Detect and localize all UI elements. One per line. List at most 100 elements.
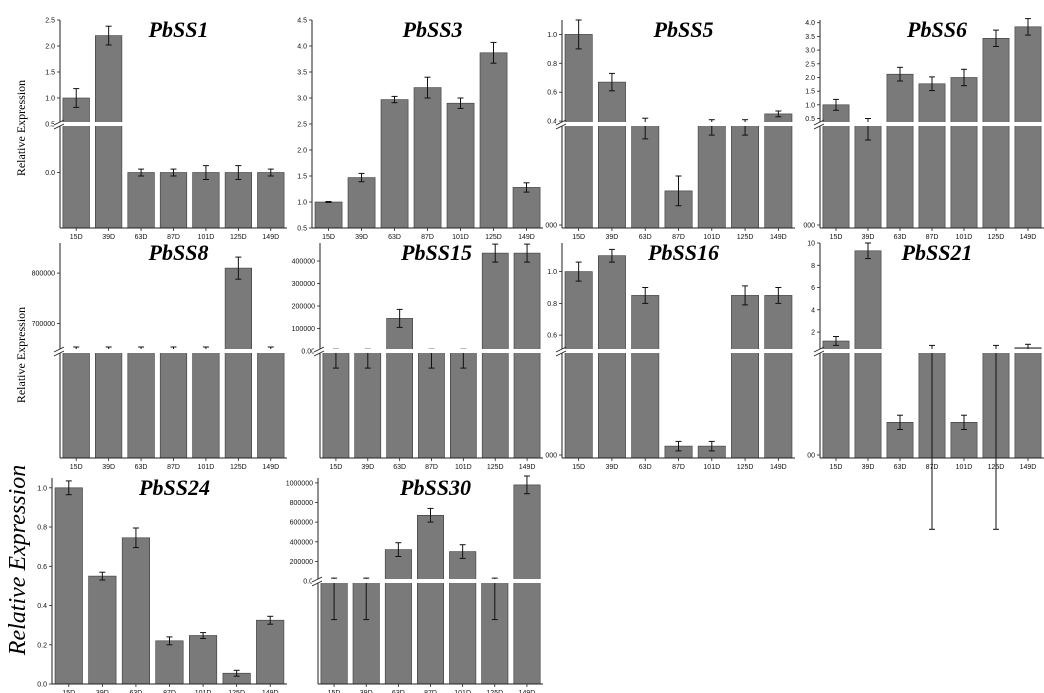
x-tick-label: 87D xyxy=(167,234,180,241)
y-tick-label: 000 xyxy=(545,223,557,230)
x-tick-label: 15D xyxy=(572,234,585,241)
chart-title: PbSS3 xyxy=(402,17,463,42)
chart-panel-pbss15: 15D 39D 63D 87D 101D 125D 149D 100000 200000 3000… xyxy=(292,240,545,471)
x-tick-label: 101D xyxy=(455,464,472,471)
y-tick-label: 0.6 xyxy=(547,333,557,340)
bar-15D xyxy=(564,34,593,229)
x-tick-label: 125D xyxy=(228,690,245,693)
axis-break-gap xyxy=(556,349,797,353)
bar-149D xyxy=(1014,26,1042,229)
axis-break-gap xyxy=(556,122,797,126)
bar-63D xyxy=(121,537,150,685)
axis-break-mark xyxy=(311,576,323,583)
x-tick-label: 63D xyxy=(130,690,143,693)
axis-break-gap xyxy=(54,349,289,353)
axis-break-mark xyxy=(53,346,65,353)
x-tick-label: 15D xyxy=(830,234,843,241)
bar-15D xyxy=(314,201,343,229)
bar-39D xyxy=(95,35,123,229)
chart-panel-pbss24: 15D 39D 63D 87D 101D 125D 149D 0.0 0.2 0.4 0.6 0.8 1… xyxy=(37,475,287,693)
bar-149D xyxy=(256,619,285,685)
x-tick-label: 125D xyxy=(230,234,247,241)
y-tick-label: 300000 xyxy=(292,281,315,288)
y-tick-label: 1.0 xyxy=(45,96,55,103)
x-tick-label: 101D xyxy=(454,690,471,693)
chart-panel-pbss30: 15D 39D 63D 87D 101D 125D 149D 200000 400000 6000… xyxy=(286,475,545,693)
x-tick-label: 125D xyxy=(485,234,502,241)
x-tick-label: 39D xyxy=(360,690,373,693)
y-tick-label: 3.5 xyxy=(297,70,307,77)
axis-break-gap xyxy=(312,579,545,583)
x-tick-label: 63D xyxy=(894,234,907,241)
x-tick-label: 15D xyxy=(572,464,585,471)
bar-125D xyxy=(481,252,509,459)
bar-87D xyxy=(918,83,946,229)
y-tick-label: 0.5 xyxy=(45,122,55,129)
bar-101D xyxy=(697,123,726,229)
y-tick-label: 000 xyxy=(545,453,557,460)
y-tick-label: 0.4 xyxy=(547,119,557,126)
bar-39D xyxy=(854,250,882,459)
y-tick-label: 2.0 xyxy=(297,148,307,155)
x-tick-label: 101D xyxy=(956,234,973,241)
y-tick-label: 1.0 xyxy=(547,269,557,276)
y-tick-label: 700000 xyxy=(32,321,55,328)
x-tick-label: 149D xyxy=(518,234,535,241)
bar-149D xyxy=(513,484,541,685)
chart-panel-pbss3: 15D 39D 63D 87D 101D 125D 149D 0.5 1.0 1.5 2.0 2.5 3… xyxy=(297,17,543,241)
y-tick-label: 4.0 xyxy=(297,44,307,51)
bar-125D xyxy=(731,123,760,229)
y-tick-label: 00 xyxy=(807,453,815,460)
y-tick-label: 3.5 xyxy=(805,34,815,41)
y-tick-label: 600000 xyxy=(290,520,313,527)
bar-63D xyxy=(631,123,660,229)
y-tick-label: 2.0 xyxy=(805,75,815,82)
y-tick-label: 0.6 xyxy=(37,564,47,571)
x-tick-label: 87D xyxy=(167,464,180,471)
axis-break-mark xyxy=(555,346,567,353)
chart-panel-pbss21: 15D 39D 63D 87D 101D 125D 149D 2 4 6 8 10 00 PbSS21 xyxy=(807,240,1044,530)
bar-15D xyxy=(322,350,350,459)
x-tick-label: 63D xyxy=(392,690,405,693)
x-tick-label: 101D xyxy=(198,464,215,471)
chart-panel-pbss5: 15D 39D 63D 87D 101D 125D 149D 0.4 0.6 0.8 1.0 000 P… xyxy=(545,17,797,241)
x-tick-label: 149D xyxy=(1020,234,1037,241)
chart-title: PbSS6 xyxy=(906,17,967,42)
bar-15D xyxy=(62,350,90,459)
x-tick-label: 149D xyxy=(262,690,279,693)
axis-break-gap xyxy=(814,122,1044,126)
axis-break-mark xyxy=(53,119,65,126)
x-tick-label: 87D xyxy=(421,234,434,241)
x-tick-label: 125D xyxy=(988,234,1005,241)
axis-break-mark xyxy=(555,350,567,357)
bar-149D xyxy=(512,187,541,229)
plots-layer: 15D 39D 63D 87D 101D 125D 149D 0.5 1.0 1.5 2.0 2.5 0… xyxy=(32,17,1044,693)
bar-101D xyxy=(449,350,477,459)
x-tick-label: 63D xyxy=(135,464,148,471)
y-tick-label: 2.5 xyxy=(45,18,55,25)
y-tick-label: 0.00 xyxy=(301,349,315,356)
bar-125D xyxy=(731,295,760,459)
bar-149D xyxy=(764,113,793,229)
axis-break-mark xyxy=(555,123,567,130)
bar-87D xyxy=(418,350,445,459)
bar-87D xyxy=(155,640,184,685)
x-tick-label: 101D xyxy=(452,234,469,241)
y-tick-label: 400000 xyxy=(292,259,315,266)
y-tick-label: 200000 xyxy=(290,559,313,566)
bar-39D xyxy=(597,81,626,229)
axis-break-mark xyxy=(813,346,825,353)
x-tick-label: 39D xyxy=(606,234,619,241)
chart-title: PbSS24 xyxy=(138,475,210,500)
axis-break-mark xyxy=(813,119,825,126)
bar-87D xyxy=(159,350,188,459)
x-tick-label: 149D xyxy=(519,690,536,693)
bar-63D xyxy=(127,172,155,229)
x-tick-label: 39D xyxy=(862,234,875,241)
x-tick-label: 39D xyxy=(606,464,619,471)
bar-63D xyxy=(127,350,155,459)
y-tick-label: 2.5 xyxy=(805,61,815,68)
axis-break-gap xyxy=(54,122,289,126)
y-tick-label: 0.4 xyxy=(37,603,47,610)
